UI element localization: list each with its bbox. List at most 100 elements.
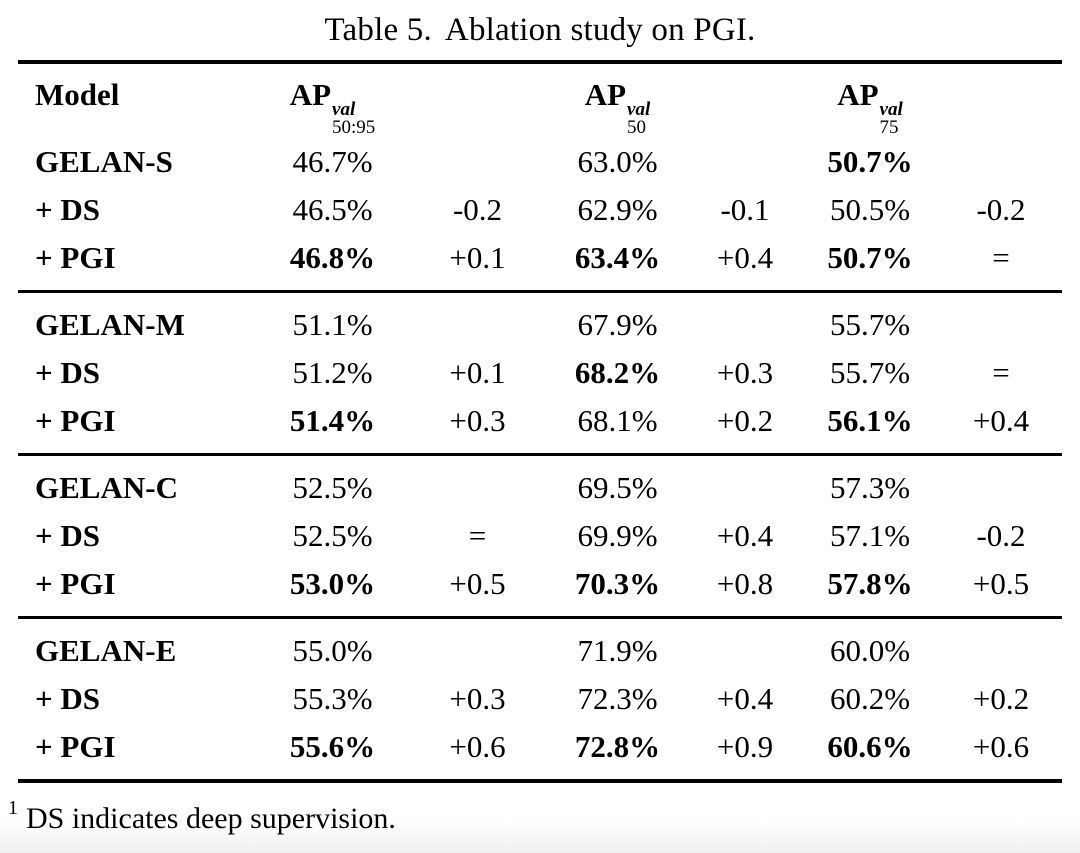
delta-value: +0.2: [972, 681, 1030, 716]
delta-value: -0.2: [452, 192, 503, 227]
delta-value: +0.5: [972, 566, 1030, 601]
ap-supsub: val 50:95: [332, 99, 376, 138]
ap-value: 69.9%: [577, 518, 658, 553]
ap-value: 72.3%: [577, 681, 658, 716]
ap-value: 57.1%: [829, 518, 911, 553]
ap-value: 71.9%: [577, 633, 658, 668]
delta-value: +0.8: [716, 566, 774, 601]
ap-value: 55.0%: [292, 633, 373, 668]
model-label: + PGI: [35, 729, 116, 764]
delta-value: -0.2: [976, 518, 1026, 553]
ap-value: 51.1%: [292, 307, 373, 342]
ap-value: 67.9%: [577, 307, 658, 342]
ap-value: 51.2%: [292, 355, 373, 390]
delta-value: +0.9: [716, 729, 774, 764]
ap-value: 60.6%: [827, 729, 913, 764]
ap-value: 57.3%: [829, 470, 911, 505]
ap-value: 60.2%: [829, 681, 911, 716]
model-label: + DS: [35, 518, 101, 553]
model-label: + PGI: [35, 240, 116, 275]
table-header-row: Model AP val 50:95 AP val 50 AP val 75: [18, 64, 1062, 136]
model-label: + PGI: [35, 403, 116, 438]
ap-value: 50.7%: [827, 240, 913, 275]
table-row: GELAN-C 52.5% 69.5% 57.3%: [18, 464, 1062, 512]
delta-value: +0.4: [972, 403, 1030, 438]
ap-base: AP: [289, 77, 332, 112]
ap-value: 63.0%: [577, 144, 658, 179]
ap-supsub: val 75: [879, 98, 903, 138]
delta-value: +0.6: [449, 729, 506, 764]
table-group: GELAN-M 51.1% 67.9% 55.7% + DS 51.2% +0.1 68.2%…: [18, 290, 1062, 453]
ap-value: 69.5%: [577, 470, 658, 505]
table-caption-text: Ablation study on PGI.: [444, 11, 756, 48]
delta-value: +0.4: [716, 240, 774, 275]
ap-value: 68.2%: [574, 355, 661, 390]
model-label: + DS: [35, 355, 101, 390]
footnote-marker: 1: [8, 797, 18, 819]
col-header-ap-50-95: AP val 50:95: [255, 77, 410, 138]
ap-base: AP: [584, 77, 627, 112]
ap-subscript: 50:95: [332, 116, 376, 138]
table-group: GELAN-E 55.0% 71.9% 60.0% + DS 55.3% +0.3 72.3%…: [18, 616, 1062, 779]
delta-value: =: [992, 355, 1010, 390]
delta-value: +0.4: [716, 681, 774, 716]
ap-value: 68.1%: [577, 403, 658, 438]
col-header-ap-50: AP val 50: [545, 77, 690, 138]
ap-value: 55.6%: [289, 729, 376, 764]
table-group: GELAN-C 52.5% 69.5% 57.3% + DS 52.5% = 69.9% +0.…: [18, 453, 1062, 616]
model-label: GELAN-C: [35, 470, 178, 505]
footnote-text: DS indicates deep supervision.: [26, 802, 396, 835]
delta-value: +0.5: [449, 566, 506, 601]
model-label: + DS: [35, 192, 101, 227]
ap-value: 72.8%: [574, 729, 661, 764]
ap-subscript: 75: [879, 116, 899, 138]
table-row: + DS 55.3% +0.3 72.3% +0.4 60.2% +0.2: [18, 675, 1062, 723]
ap-supsub: val 50: [627, 98, 651, 138]
delta-value: +0.4: [716, 518, 774, 553]
table-row: + PGI 46.8% +0.1 63.4% +0.4 50.7% =: [18, 234, 1062, 282]
model-label: GELAN-M: [35, 307, 185, 342]
ap-value: 46.8%: [289, 240, 376, 275]
delta-value: +0.1: [449, 355, 506, 390]
table-group: GELAN-S 46.7% 63.0% 50.7% + DS 46.5% -0.2 62.9%…: [18, 130, 1062, 290]
ap-value: 46.5%: [292, 192, 373, 227]
model-label: GELAN-E: [35, 633, 177, 668]
delta-value: +0.6: [972, 729, 1030, 764]
ap-value: 51.4%: [289, 403, 376, 438]
ablation-table: Model AP val 50:95 AP val 50 AP val 75 GELAN-S…: [18, 60, 1062, 783]
table-row: GELAN-M 51.1% 67.9% 55.7%: [18, 301, 1062, 349]
delta-value: -0.1: [720, 192, 770, 227]
ap-superscript: val: [627, 98, 651, 120]
table-row: + PGI 53.0% +0.5 70.3% +0.8 57.8% +0.5: [18, 560, 1062, 608]
ap-value: 57.8%: [827, 566, 913, 601]
table-row: GELAN-S 46.7% 63.0% 50.7%: [18, 138, 1062, 186]
table-footnote: 1 DS indicates deep supervision.: [8, 797, 1080, 836]
model-label: GELAN-S: [35, 144, 173, 179]
ap-value: 56.1%: [827, 403, 913, 438]
model-label: + DS: [35, 681, 101, 716]
ap-value: 60.0%: [829, 633, 911, 668]
ap-value: 62.9%: [577, 192, 658, 227]
ap-base: AP: [837, 77, 879, 112]
ap-subscript: 50: [627, 116, 647, 138]
ap-superscript: val: [879, 98, 903, 120]
ap-value: 70.3%: [574, 566, 661, 601]
ap-value: 52.5%: [292, 470, 373, 505]
table-row: + PGI 55.6% +0.6 72.8% +0.9 60.6% +0.6: [18, 723, 1062, 771]
ap-value: 55.7%: [829, 307, 911, 342]
model-label: + PGI: [35, 566, 116, 601]
ap-value: 55.7%: [829, 355, 911, 390]
ap-value: 50.5%: [829, 192, 911, 227]
ap-value: 52.5%: [292, 518, 373, 553]
table-row: + DS 51.2% +0.1 68.2% +0.3 55.7% =: [18, 349, 1062, 397]
delta-value: -0.2: [976, 192, 1026, 227]
delta-value: +0.3: [449, 681, 506, 716]
col-header-ap-75: AP val 75: [800, 77, 940, 138]
table-row: + DS 52.5% = 69.9% +0.4 57.1% -0.2: [18, 512, 1062, 560]
ap-value: 50.7%: [827, 144, 913, 179]
delta-value: =: [468, 518, 487, 553]
delta-value: +0.1: [449, 240, 506, 275]
col-header-model: Model: [35, 77, 120, 112]
ap-value: 55.3%: [292, 681, 373, 716]
